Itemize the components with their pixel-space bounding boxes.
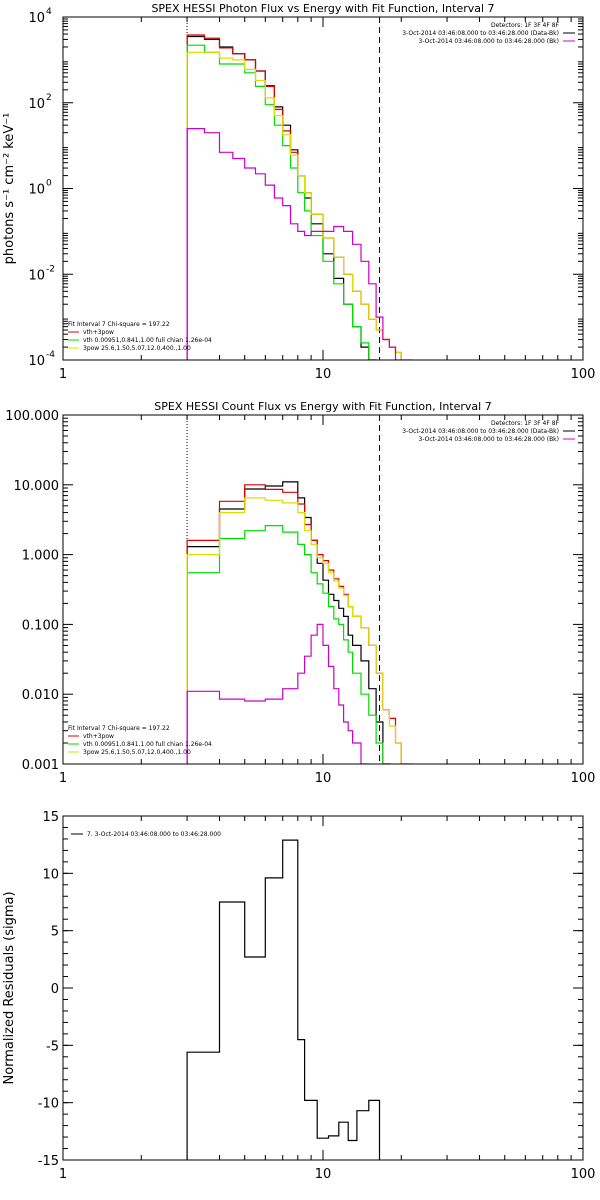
legend-text: Detectors: 1F 3F 4F 8F bbox=[491, 22, 560, 29]
y-tick-base: 10 bbox=[28, 97, 45, 112]
chart-title: SPEX HESSI Photon Flux vs Energy with Fi… bbox=[151, 2, 494, 15]
series-5-line bbox=[186, 623, 370, 764]
y-tick-exponent: 4 bbox=[46, 7, 52, 17]
y-tick-base: 10 bbox=[28, 183, 45, 198]
y-tick-base: 10 bbox=[28, 268, 45, 283]
y-tick-exponent: 0 bbox=[46, 179, 52, 189]
x-tick-label: 10 bbox=[315, 1167, 332, 1182]
legend-text: vth 0.00951,0.841,1.00 full chian 1.26e-… bbox=[83, 337, 212, 344]
x-tick-label: 100 bbox=[571, 771, 596, 786]
series-1-line bbox=[186, 35, 377, 360]
series-1-line bbox=[186, 481, 390, 764]
y-tick-label: -10 bbox=[38, 1097, 59, 1112]
series-5-line bbox=[186, 128, 402, 360]
plot-frame bbox=[62, 815, 584, 1161]
plot-frame bbox=[62, 414, 584, 765]
y-tick-exponent: -2 bbox=[46, 264, 55, 274]
plot-frame bbox=[62, 16, 584, 361]
legend-text: vth+3pow bbox=[83, 329, 114, 336]
y-tick-label: 100.000 bbox=[5, 409, 59, 424]
legend-text: 3-Oct-2014 03:46:08.000 to 03:46:28.000 … bbox=[419, 38, 560, 45]
series-1-line bbox=[186, 839, 381, 1160]
x-tick-label: 10 bbox=[315, 771, 332, 786]
x-tick-label: 1 bbox=[59, 367, 67, 382]
y-tick-label: 10 bbox=[42, 867, 59, 882]
series-2-line bbox=[186, 34, 413, 360]
legend-text: vth+3pow bbox=[83, 733, 114, 740]
y-tick-label: 0.100 bbox=[22, 618, 59, 633]
legend-text: 3pow 25.6,1.50,5.07,12.0,400.,1.00 bbox=[83, 345, 191, 352]
y-tick-label: 0.010 bbox=[22, 688, 59, 703]
y-tick-label: 0 bbox=[51, 982, 59, 997]
chart-1: SPEX HESSI Photon Flux vs Energy with Fi… bbox=[2, 2, 595, 382]
y-tick-exponent: -4 bbox=[46, 350, 55, 360]
legend-text: Fit Interval 7 Chi-square = 197.22 bbox=[68, 321, 170, 328]
y-tick-label: 0.001 bbox=[22, 758, 59, 773]
x-tick-label: 100 bbox=[571, 1167, 596, 1182]
x-tick-label: 10 bbox=[315, 367, 332, 382]
legend-text: 3-Oct-2014 03:46:08.000 to 03:46:28.000 … bbox=[402, 428, 559, 435]
y-tick-label: 10.000 bbox=[14, 479, 60, 494]
x-tick-label: 1 bbox=[59, 771, 67, 786]
series-group bbox=[186, 481, 413, 764]
series-group bbox=[186, 839, 381, 1160]
legend-text: 3pow 25.6,1.50,5.07,12.0,400.,1.00 bbox=[83, 749, 191, 756]
chart-title: SPEX HESSI Count Flux vs Energy with Fit… bbox=[154, 400, 491, 413]
x-tick-label: 100 bbox=[571, 367, 596, 382]
series-4-line bbox=[186, 497, 413, 764]
y-tick-label: -5 bbox=[46, 1039, 59, 1054]
series-3-line bbox=[186, 525, 390, 764]
legend-text: 3-Oct-2014 03:46:08.000 to 03:46:28.000 … bbox=[402, 30, 559, 37]
chart-2: SPEX HESSI Count Flux vs Energy with Fit… bbox=[5, 400, 595, 786]
series-4-line bbox=[186, 51, 413, 360]
x-tick-label: 1 bbox=[59, 1167, 67, 1182]
y-tick-label: 15 bbox=[42, 810, 59, 825]
series-3-line bbox=[186, 44, 377, 360]
y-tick-label: 1.000 bbox=[22, 549, 59, 564]
legend-text: Fit Interval 7 Chi-square = 197.22 bbox=[68, 725, 170, 732]
chart-3: 1 10 100 -15 -10 -5 0 5 10 15 Normalized Residuals… bbox=[2, 810, 595, 1182]
y-tick-label: -15 bbox=[38, 1154, 59, 1169]
series-2-line bbox=[186, 484, 413, 764]
legend-text: Detectors: 1F 3F 4F 8F bbox=[491, 420, 560, 427]
legend-text: 3-Oct-2014 03:46:08.000 to 03:46:28.000 … bbox=[419, 436, 560, 443]
y-axis-label: photons s⁻¹ cm⁻² keV⁻¹ bbox=[2, 113, 17, 265]
y-tick-exponent: 2 bbox=[46, 93, 52, 103]
legend-text: vth 0.00951,0.841,1.00 full chian 1.26e-… bbox=[83, 741, 212, 748]
series-group bbox=[186, 34, 413, 360]
y-tick-base: 10 bbox=[28, 354, 45, 369]
y-tick-label: 5 bbox=[51, 925, 59, 940]
y-axis-label: Normalized Residuals (sigma) bbox=[2, 891, 17, 1084]
legend-text: 7. 3-Oct-2014 03:46:08.000 to 03:46:28.0… bbox=[87, 831, 221, 838]
y-tick-base: 10 bbox=[28, 11, 45, 26]
